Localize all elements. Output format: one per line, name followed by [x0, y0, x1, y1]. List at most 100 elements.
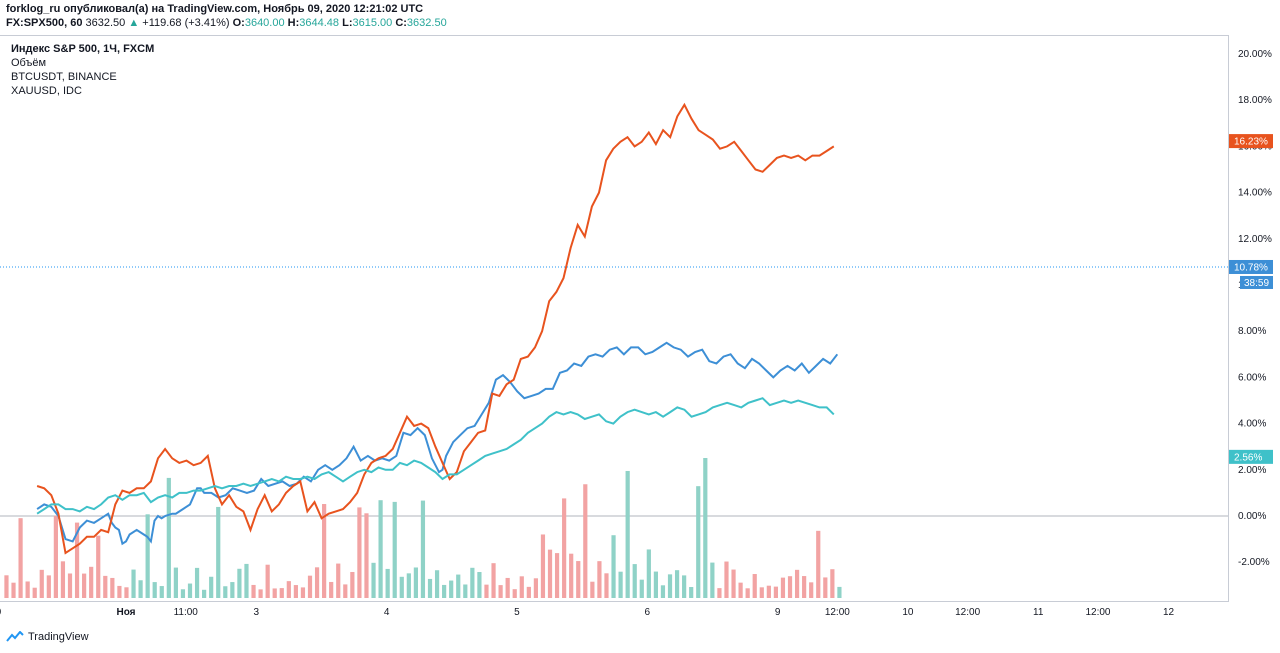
legend-volume[interactable]: Объём [11, 57, 47, 69]
volume-bar [442, 584, 447, 598]
volume-bar [639, 579, 644, 598]
volume-bar [413, 567, 418, 598]
volume-bar [32, 587, 37, 598]
brand-label: TradingView [28, 631, 89, 643]
y-tick-label: -2.00% [1238, 557, 1270, 568]
high-value: 3644.48 [299, 17, 340, 29]
gold-tag-bg [1229, 449, 1273, 464]
x-tick-label: 12:00 [825, 607, 850, 618]
volume-bar [632, 564, 637, 598]
volume-bar [350, 571, 355, 598]
volume-bar [237, 568, 242, 598]
btc-series-line[interactable] [36, 102, 835, 555]
volume-bar [244, 563, 249, 598]
volume-bar [103, 575, 108, 598]
y-tick-label: 12.00% [1238, 234, 1272, 245]
y-tick-label: 18.00% [1238, 95, 1272, 106]
volume-bar [293, 585, 298, 598]
volume-bar [357, 507, 362, 598]
volume-bar [611, 535, 616, 598]
volume-bar [216, 506, 221, 598]
legend-gold[interactable]: XAUUSD, IDC [11, 85, 82, 97]
y-tick-label: 8.00% [1238, 326, 1266, 337]
volume-bar [547, 549, 553, 598]
volume-bar [434, 570, 440, 598]
y-tick-label: 0.00% [1238, 511, 1266, 522]
volume-bar [519, 576, 524, 598]
volume-bar [554, 553, 560, 598]
volume-bar [138, 580, 143, 598]
x-tick-label: 12:00 [955, 607, 980, 618]
y-tick-label: 6.00% [1238, 372, 1266, 383]
low-label: L: [342, 17, 353, 29]
legend-main[interactable]: Индекс S&P 500, 1Ч, FXCM [11, 43, 155, 55]
volume-bar [837, 586, 842, 598]
volume-bar [209, 576, 214, 598]
volume-bar [745, 588, 750, 598]
btc-tag-label: 16.23% [1234, 137, 1268, 148]
spx-tag-label: 10.78% [1234, 262, 1268, 273]
tradingview-icon [6, 631, 24, 642]
up-arrow-icon: ▲ [128, 17, 140, 29]
volume-bar [759, 587, 764, 598]
volume-bar [307, 575, 313, 598]
spx-timer-bg [1240, 275, 1273, 289]
volume-bar [322, 504, 327, 598]
gold-series-line[interactable] [36, 397, 835, 515]
volume-bar [251, 584, 256, 598]
volume-bar [717, 588, 722, 598]
spx-series-line[interactable] [36, 341, 839, 546]
publisher-line: forklog_ru опубликовал(а) на TradingView… [6, 3, 423, 15]
volume-bar [597, 561, 602, 598]
volume-bar [590, 581, 595, 598]
volume-bar [279, 588, 284, 598]
volume-bar [512, 589, 517, 598]
tradingview-logo[interactable]: TradingView [6, 631, 89, 643]
volume-bar [378, 500, 383, 598]
volume-bar [96, 535, 101, 598]
x-tick-label: 3 [254, 607, 260, 618]
volume-bar [364, 513, 369, 598]
volume-bar [180, 589, 186, 598]
y-tick-label: 2.00% [1238, 465, 1266, 476]
volume-bar [166, 477, 171, 598]
volume-bar [223, 586, 228, 598]
volume-bar [187, 583, 193, 598]
volume-bar [484, 584, 489, 598]
volume-bar [731, 569, 736, 598]
volume-bar [420, 500, 426, 598]
volume-bar [336, 563, 341, 598]
volume-bar [300, 587, 306, 598]
spx-tag-bg [1229, 259, 1273, 274]
volume-bar [314, 567, 320, 598]
close-label: C: [395, 17, 407, 29]
volume-bar [392, 501, 397, 598]
volume-bar [456, 574, 461, 598]
x-tick-label: 12 [1163, 607, 1175, 618]
open-value: 3640.00 [244, 17, 285, 29]
volume-bar [766, 585, 771, 598]
chart-frame [0, 35, 1229, 602]
volume-bar [604, 573, 609, 598]
btc-tag-bg [1229, 134, 1273, 149]
x-tick-label: 10 [902, 607, 914, 618]
volume-bar [145, 514, 150, 598]
volume-bar [491, 563, 496, 598]
volume-bar [682, 575, 687, 598]
x-tick-label: 5 [514, 607, 520, 618]
volume-bar [569, 553, 574, 598]
volume-bar [752, 574, 757, 598]
volume-bar [286, 581, 291, 598]
legend-btc[interactable]: BTCUSDT, BINANCE [11, 71, 117, 83]
volume-bar [830, 569, 835, 598]
volume-bar [463, 584, 468, 598]
x-tick-label: 30 [0, 607, 2, 618]
y-tick-label: 14.00% [1238, 188, 1272, 199]
volume-bar [25, 581, 30, 598]
volume-bar [533, 578, 538, 598]
volume-bar [406, 573, 411, 598]
volume-bar [265, 564, 270, 598]
volume-bar [498, 585, 503, 598]
volume-bar [696, 486, 701, 598]
